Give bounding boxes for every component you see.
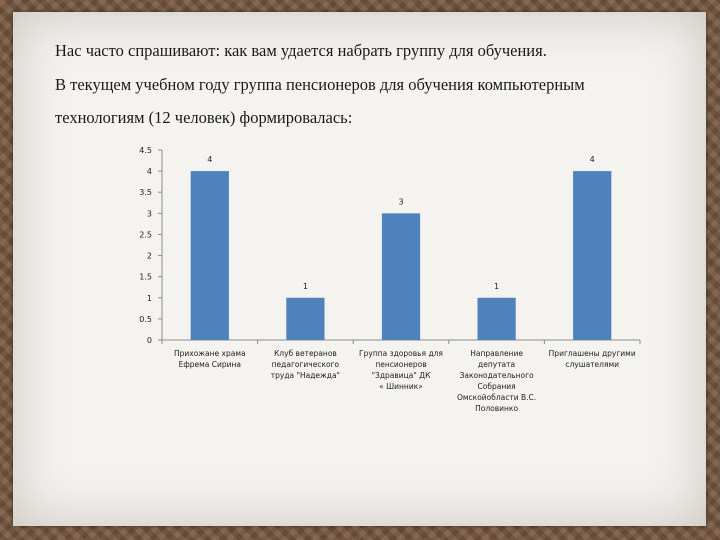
x-category-label: Клуб ветеранов педагогического труда "Наде…: [271, 349, 340, 380]
bar: [573, 171, 612, 340]
x-category-label: Приглашены другими слушателями: [549, 349, 636, 369]
y-tick-label: 2.5: [139, 230, 152, 239]
intro-line-1: Нас часто спрашивают: как вам удается на…: [55, 41, 547, 60]
x-category-label: Направление депутата Законодательного Собра…: [457, 349, 536, 413]
data-label: 4: [590, 155, 595, 164]
y-tick-label: 4.5: [139, 146, 152, 155]
intro-line-3: технологиям (12 человек) формировалась:: [55, 108, 353, 127]
data-label: 1: [303, 282, 308, 291]
y-tick-label: 3.5: [139, 188, 152, 197]
y-tick-label: 1.5: [139, 273, 152, 282]
y-tick-label: 1: [147, 294, 152, 303]
bar: [381, 213, 421, 340]
y-tick-label: 0.5: [139, 315, 152, 324]
data-label: 4: [207, 155, 212, 164]
x-category-label: Прихожане храма Ефрема Сирина: [174, 349, 246, 369]
data-label: 3: [398, 197, 403, 206]
data-label: 1: [494, 282, 499, 291]
x-category-label: Группа здоровья для пенсионеров "Здравица"…: [359, 349, 443, 391]
intro-line-2: В текущем учебном году группа пенсионеро…: [55, 75, 585, 94]
bar: [190, 171, 229, 340]
y-tick-label: 4: [147, 167, 152, 176]
y-tick-label: 0: [147, 336, 152, 345]
bar: [286, 297, 325, 340]
bar: [477, 297, 516, 340]
y-tick-label: 3: [147, 209, 152, 218]
y-tick-label: 2: [147, 252, 152, 261]
